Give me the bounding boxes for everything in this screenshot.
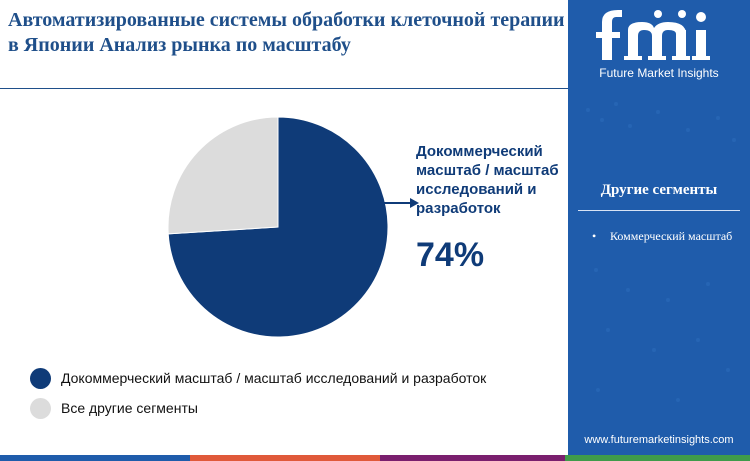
legend: Докоммерческий масштаб / масштаб исследо… (30, 367, 487, 428)
callout-arrow-icon (384, 198, 419, 208)
legend-label: Все другие сегменты (61, 400, 198, 416)
website-link[interactable]: www.futuremarketinsights.com (584, 434, 734, 446)
bottom-bar-segment (565, 455, 750, 461)
bottom-color-bar (0, 455, 750, 461)
other-segments-heading: Другие сегменты (600, 182, 718, 198)
bottom-bar-segment (190, 455, 380, 461)
title-divider (0, 88, 568, 89)
sidebar: Future Market Insights Другие сегменты •… (568, 0, 750, 461)
world-map-pattern-icon (586, 102, 736, 402)
legend-label: Докоммерческий масштаб / масштаб исследо… (61, 370, 487, 386)
fmi-logo (596, 10, 710, 60)
other-segment-label: Коммерческий масштаб (610, 229, 733, 243)
pie-svg (167, 116, 389, 338)
pie-slice-other (167, 116, 279, 235)
bottom-bar-segment (380, 455, 565, 461)
list-item: • Коммерческий масштаб (592, 226, 742, 246)
callout-label: Докоммерческий масштаб / масштаб исследо… (416, 143, 559, 217)
other-segments-list: • Коммерческий масштаб (592, 226, 742, 246)
callout-value: 74% (416, 236, 485, 274)
legend-item: Докоммерческий масштаб / масштаб исследо… (30, 367, 487, 389)
legend-swatch-other (30, 397, 51, 419)
page-title: Автоматизированные системы обработки кле… (8, 9, 565, 56)
pie-chart (166, 115, 390, 339)
other-segments-divider (578, 210, 740, 211)
bottom-bar-segment (0, 455, 190, 461)
legend-item: Все другие сегменты (30, 397, 486, 419)
brand-name: Future Market Insights (599, 66, 719, 80)
legend-swatch-precommercial (30, 367, 51, 389)
bullet-icon: • (592, 229, 597, 243)
